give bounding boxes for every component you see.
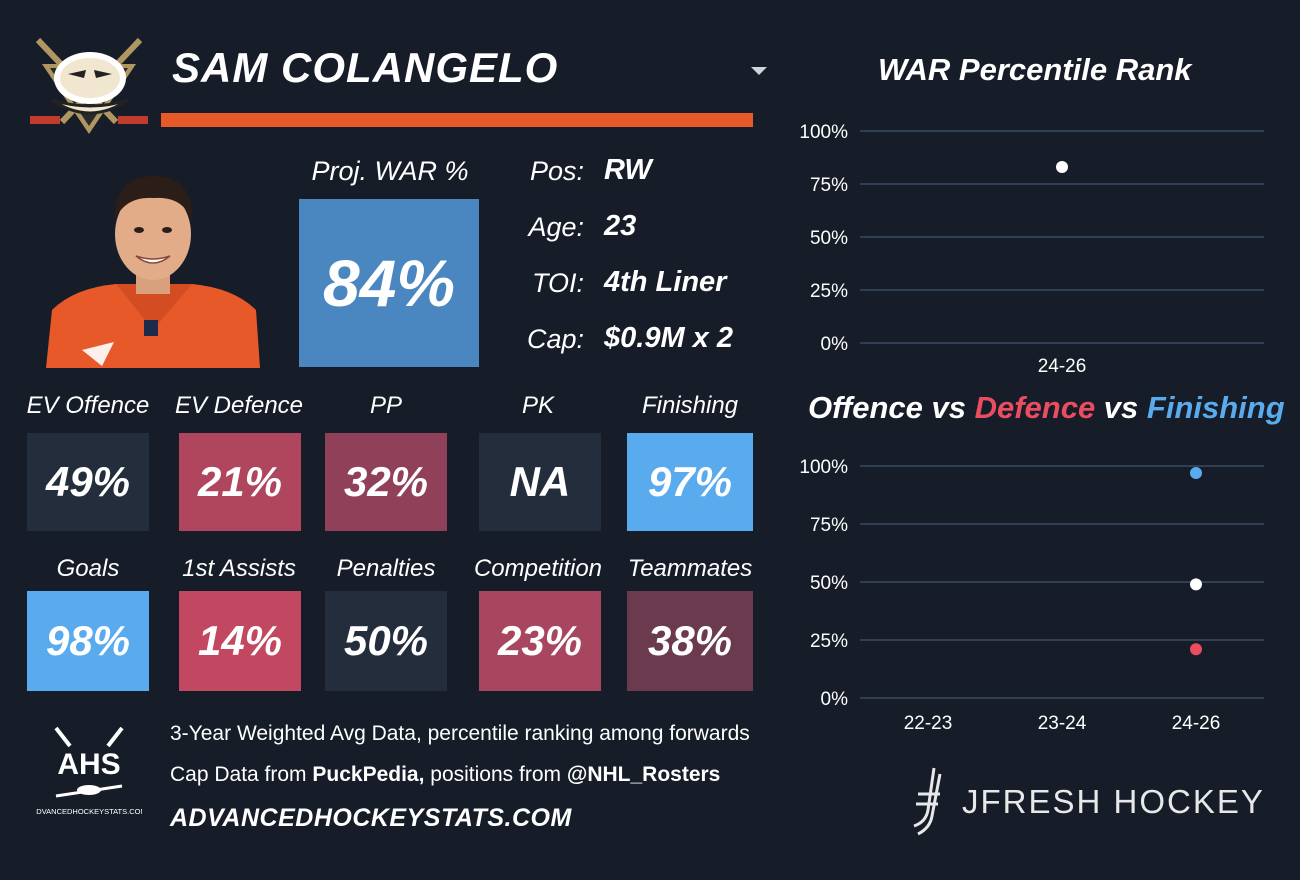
ev-defence-tile: 21% xyxy=(179,433,301,531)
toi-value: 4th Liner xyxy=(604,266,727,298)
pp-label: PP xyxy=(369,392,402,419)
puckpedia-link[interactable]: PuckPedia, xyxy=(312,763,425,786)
pk-label: PK xyxy=(521,392,554,419)
finishing-value: 97% xyxy=(647,458,733,505)
war-percentile-chart: 0% 25% 50% 75% 100% 24-26 xyxy=(799,122,1264,377)
pos-value: RW xyxy=(604,154,652,186)
title-offence: Offence xyxy=(808,390,923,425)
y-tick-label: 75% xyxy=(810,175,848,196)
ev-defence-label: EV Defence xyxy=(174,392,304,419)
x-tick-label: 23-24 xyxy=(1038,713,1087,734)
x-tick-label: 22-23 xyxy=(904,713,953,734)
footer-data-note: 3-Year Weighted Avg Data, percentile ran… xyxy=(170,722,750,745)
y-tick-label: 75% xyxy=(810,515,848,536)
goals-value: 98% xyxy=(45,617,131,664)
player-name: SAM COLANGELO xyxy=(172,44,559,91)
y-tick-label: 100% xyxy=(799,122,848,143)
title-finishing: Finishing xyxy=(1146,390,1285,425)
toi-label: TOI: xyxy=(531,268,584,298)
footer-credits: Cap Data from PuckPedia, positions from … xyxy=(170,763,720,787)
pp-tile: 32% xyxy=(325,433,447,531)
cap-label: Cap: xyxy=(526,324,584,354)
proj-war-tile: 84% xyxy=(299,199,479,367)
data-point xyxy=(1190,643,1202,656)
pp-value: 32% xyxy=(343,458,429,505)
nhl-rosters-link[interactable]: @NHL_Rosters xyxy=(566,763,721,786)
name-underline xyxy=(161,113,753,127)
finishing-label: Finishing xyxy=(641,392,739,419)
cap-value: $0.9M x 2 xyxy=(604,322,733,354)
player-photo xyxy=(44,160,262,368)
pos-label: Pos: xyxy=(529,156,584,186)
age-label: Age: xyxy=(528,212,584,242)
penalties-value: 50% xyxy=(343,617,429,664)
footer-credits-mid: positions from xyxy=(424,763,567,786)
competition-value: 23% xyxy=(497,617,583,664)
y-tick-label: 25% xyxy=(810,281,848,302)
ev-offence-tile: 49% xyxy=(27,433,149,531)
footer-site-link[interactable]: ADVANCEDHOCKEYSTATS.COM xyxy=(170,804,572,832)
penalties-label: Penalties xyxy=(336,555,436,582)
y-tick-label: 0% xyxy=(821,334,849,355)
jfresh-hockey-stick-icon xyxy=(913,767,942,836)
war-chart-title: WAR Percentile Rank xyxy=(878,52,1192,87)
teammates-value: 38% xyxy=(647,617,733,664)
ev-offence-label: EV Offence xyxy=(26,392,150,419)
offence-defence-finishing-chart-title: Offence vs Defence vs Finishing xyxy=(808,390,1285,426)
y-tick-label: 0% xyxy=(821,689,849,710)
pk-value: NA xyxy=(509,458,571,505)
ev-offence-value: 49% xyxy=(45,458,131,505)
title-vs-2: vs xyxy=(1095,390,1147,425)
x-tick-label: 24-26 xyxy=(1172,713,1221,734)
first-assists-label: 1st Assists xyxy=(182,555,296,582)
goals-label: Goals xyxy=(56,555,120,582)
player-select-chevron-down-icon[interactable] xyxy=(748,64,770,78)
team-logo xyxy=(30,37,148,134)
title-vs-1: vs xyxy=(922,390,975,425)
offence-defence-finishing-chart: 0% 25% 50% 75% 100% 22-23 23-24 24-26 xyxy=(799,457,1264,734)
y-tick-label: 50% xyxy=(810,228,848,249)
finishing-tile: 97% xyxy=(627,433,753,531)
data-point xyxy=(1190,578,1202,591)
ev-defence-value: 21% xyxy=(197,458,283,505)
data-point xyxy=(1056,161,1068,174)
first-assists-value: 14% xyxy=(197,617,283,664)
teammates-tile: 38% xyxy=(627,591,753,691)
teammates-label: Teammates xyxy=(627,555,753,582)
y-tick-label: 100% xyxy=(799,457,848,478)
penalties-tile: 50% xyxy=(325,591,447,691)
y-tick-label: 25% xyxy=(810,631,848,652)
age-value: 23 xyxy=(604,210,637,242)
x-tick-label: 24-26 xyxy=(1038,356,1087,377)
y-tick-label: 50% xyxy=(810,573,848,594)
ahs-logo-text: AHS xyxy=(57,748,120,781)
ahs-logo: AHS ADVANCEDHOCKEYSTATS.COM xyxy=(36,726,142,816)
title-defence: Defence xyxy=(974,390,1096,425)
competition-tile: 23% xyxy=(479,591,601,691)
footer-credits-pre: Cap Data from xyxy=(170,763,313,786)
pk-tile: NA xyxy=(479,433,601,531)
proj-war-label: Proj. WAR % xyxy=(311,156,469,186)
proj-war-value: 84% xyxy=(322,246,456,320)
ahs-logo-subtext: ADVANCEDHOCKEYSTATS.COM xyxy=(36,807,142,816)
data-point xyxy=(1190,466,1202,479)
jfresh-hockey-brand: JFRESH HOCKEY xyxy=(962,783,1265,820)
competition-label: Competition xyxy=(473,555,603,582)
first-assists-tile: 14% xyxy=(179,591,301,691)
goals-tile: 98% xyxy=(27,591,149,691)
